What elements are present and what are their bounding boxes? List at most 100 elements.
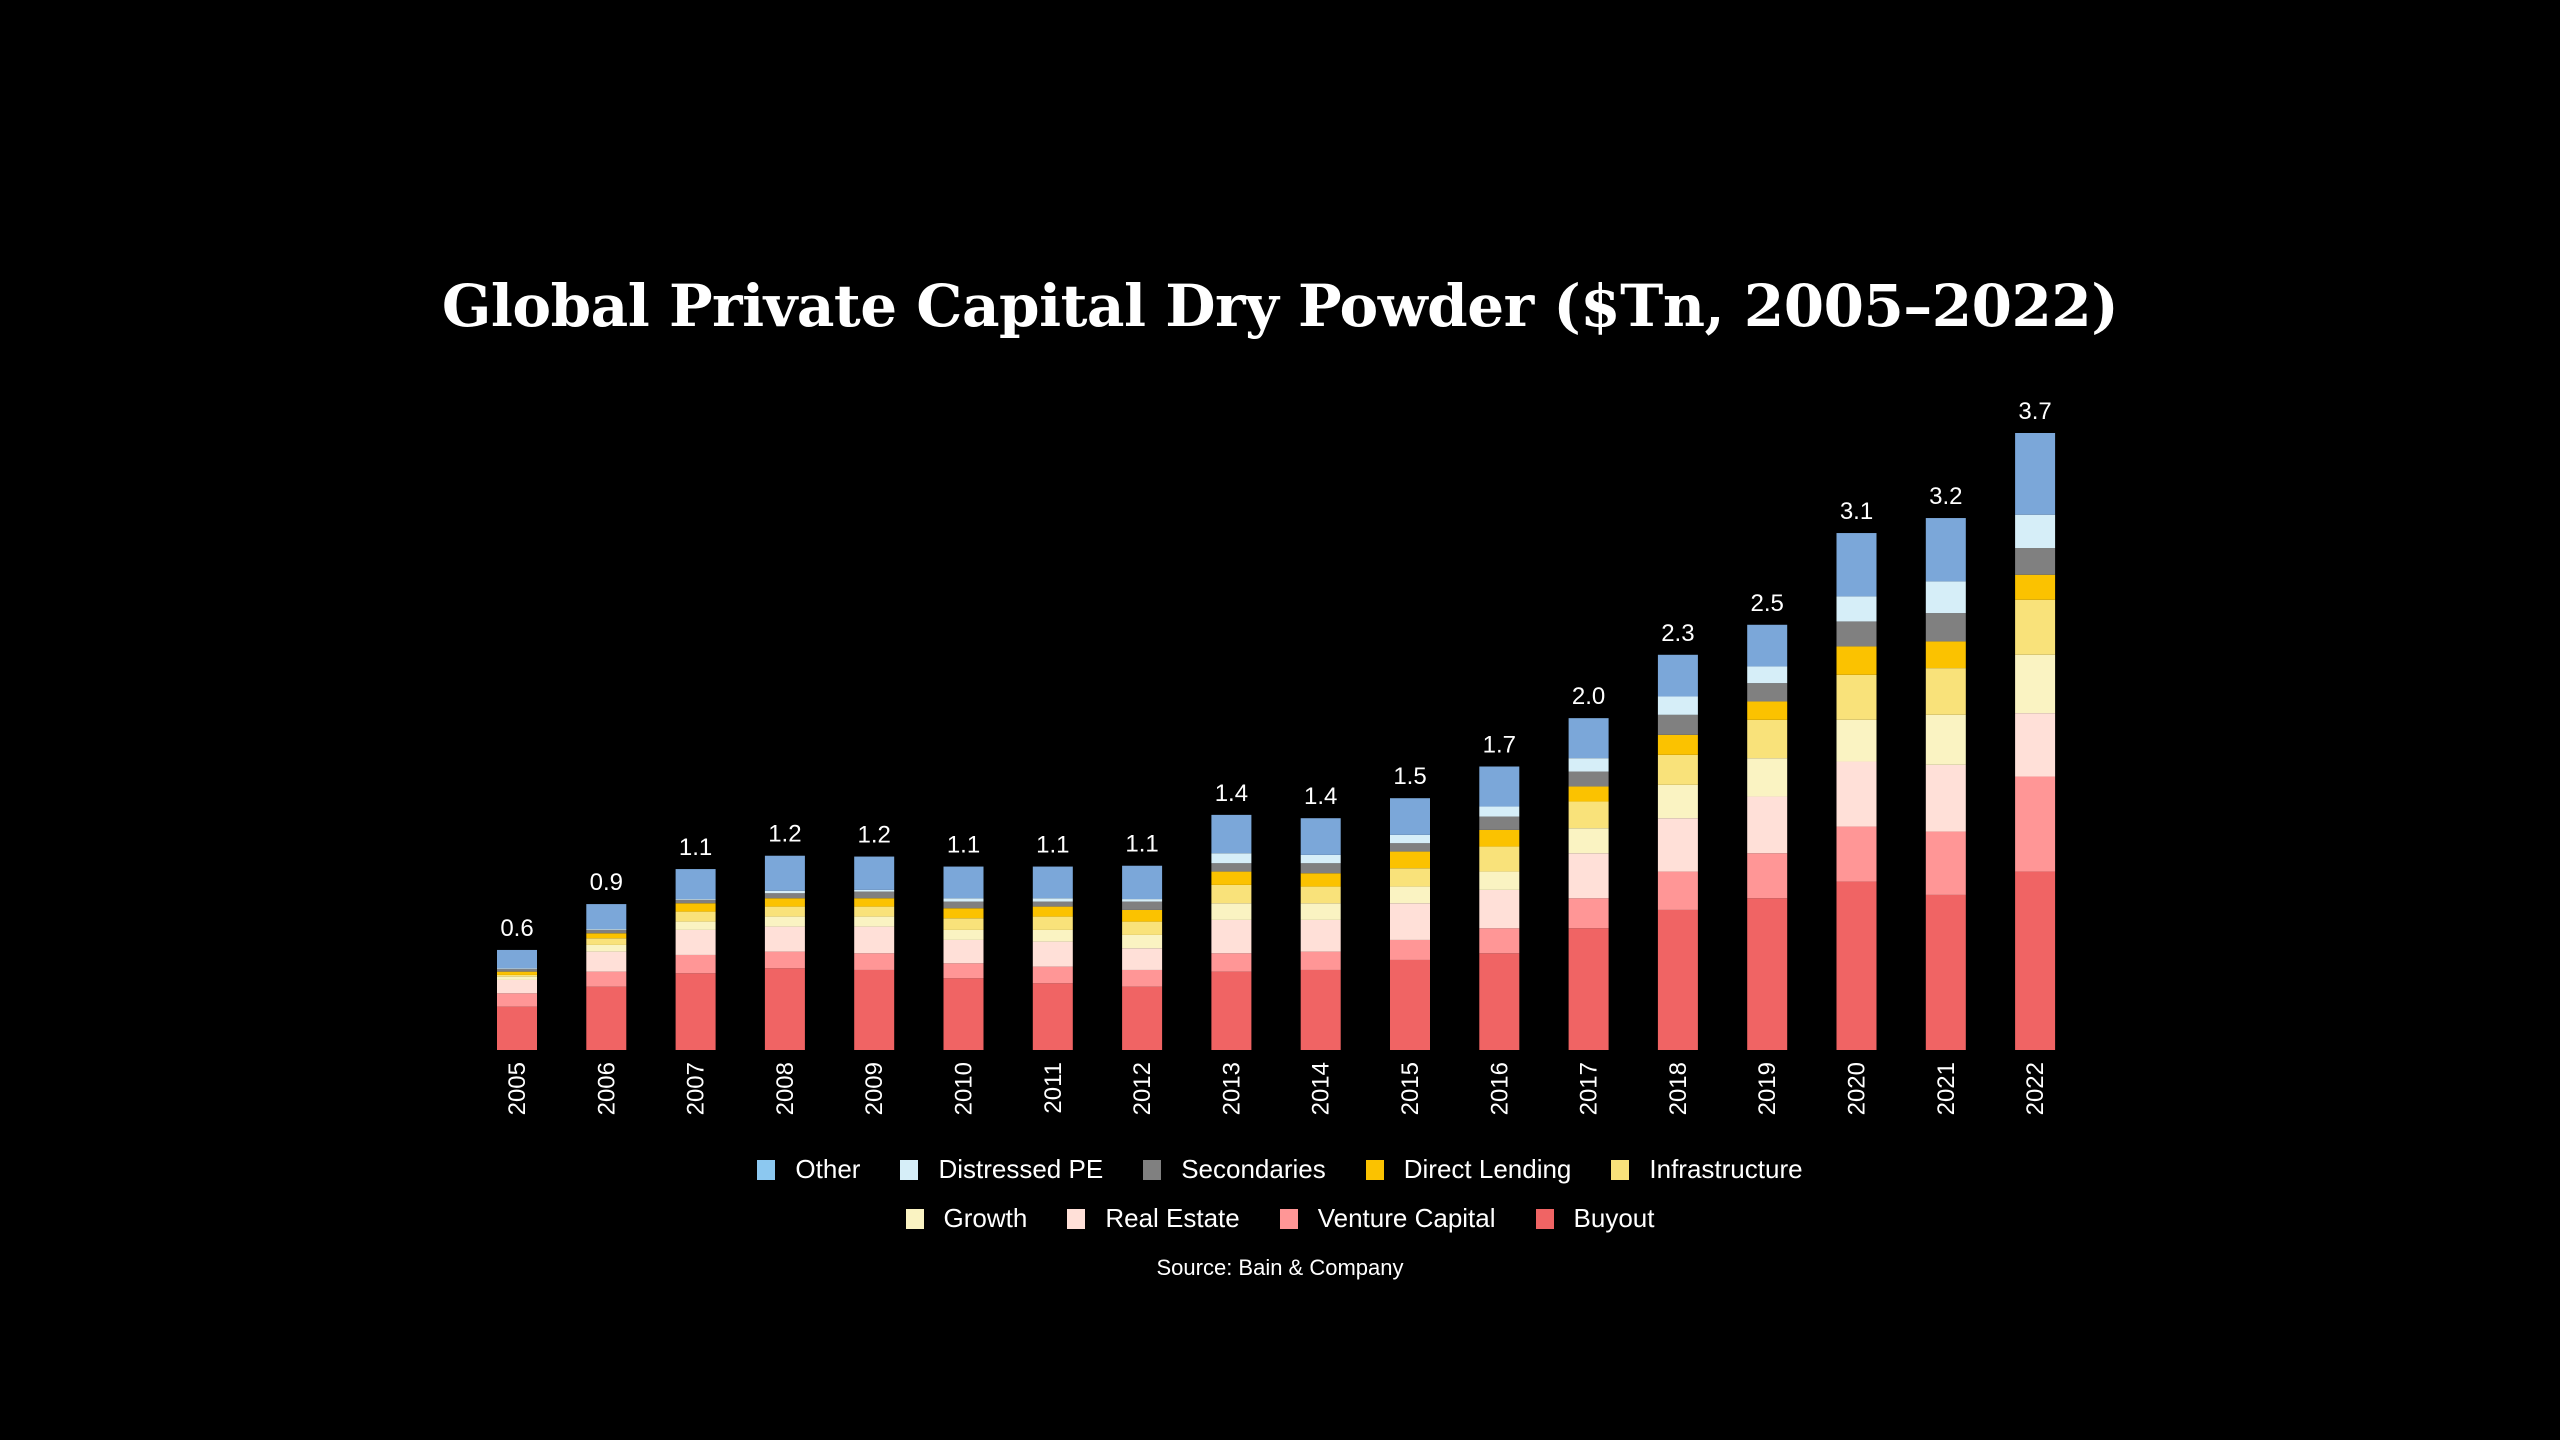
bar-segment-other — [764, 855, 805, 891]
bar-segment-growth — [1925, 714, 1966, 765]
bar-segment-buyout — [675, 973, 716, 1050]
bar-segment-venture-capital — [675, 954, 716, 974]
bar-segment-growth — [854, 916, 895, 927]
bar-segment-infrastructure — [1747, 719, 1788, 759]
bar-segment-distressed-pe — [1390, 834, 1430, 844]
total-label: 2.5 — [1751, 590, 1784, 617]
bar-segment-direct-lending — [1032, 906, 1073, 917]
bar-segment-direct-lending — [1836, 646, 1877, 675]
total-label: 3.1 — [1840, 498, 1873, 525]
bar-segment-real-estate — [1925, 764, 1966, 832]
total-label: 1.4 — [1304, 783, 1337, 810]
x-tick-label: 2017 — [1576, 1062, 1603, 1115]
bar-segment-secondaries — [1211, 863, 1252, 872]
bar-segment-growth — [675, 921, 716, 930]
legend-item-real-estate: Real Estate — [1067, 1203, 1240, 1234]
bar-segment-venture-capital — [1657, 871, 1698, 910]
bar-segment-venture-capital — [764, 951, 805, 969]
bar-segment-secondaries — [1479, 816, 1520, 830]
bar-segment-real-estate — [497, 979, 537, 994]
bar-segment-infrastructure — [1657, 754, 1698, 785]
bar-segment-growth — [1836, 719, 1877, 762]
bar-segment-distressed-pe — [854, 889, 895, 892]
bar-segment-distressed-pe — [1925, 581, 1966, 614]
bar-segment-real-estate — [943, 939, 984, 964]
x-tick-label: 2018 — [1665, 1062, 1692, 1115]
bar-segment-buyout — [1032, 983, 1073, 1050]
bar-segment-secondaries — [854, 891, 895, 899]
bar-segment-real-estate — [1836, 761, 1877, 827]
bar-segment-other — [1479, 766, 1520, 807]
total-label: 2.0 — [1572, 683, 1605, 710]
bar-segment-venture-capital — [586, 971, 627, 987]
legend-swatch — [900, 1159, 919, 1180]
bar-segment-growth — [2015, 654, 2056, 714]
bar-segment-venture-capital — [854, 953, 895, 970]
bar-segment-direct-lending — [1657, 734, 1698, 755]
bar-segment-distressed-pe — [943, 898, 984, 902]
bar-segment-direct-lending — [2015, 574, 2056, 600]
legend-swatch — [1365, 1159, 1384, 1180]
bar-segment-direct-lending — [1479, 829, 1520, 847]
bar-segment-distressed-pe — [1836, 596, 1877, 622]
bar-segment-secondaries — [675, 899, 716, 904]
total-label: 3.7 — [2018, 398, 2051, 425]
bar-segment-buyout — [1390, 959, 1430, 1050]
bar-segment-buyout — [854, 969, 895, 1050]
bar-segment-buyout — [764, 968, 805, 1050]
legend-swatch — [1067, 1208, 1086, 1229]
chart-title: Global Private Capital Dry Powder ($Tn, … — [441, 272, 2119, 340]
bar-segment-infrastructure — [1300, 886, 1341, 904]
legend-label: Real Estate — [1105, 1203, 1240, 1233]
bar-segment-other — [675, 869, 716, 900]
total-label: 1.5 — [1393, 763, 1426, 790]
bar-segment-direct-lending — [675, 903, 716, 912]
bar-segment-growth — [764, 916, 805, 927]
x-tick-label: 2014 — [1308, 1062, 1335, 1115]
x-tick-label: 2016 — [1486, 1062, 1513, 1115]
bar-segment-buyout — [1657, 909, 1698, 1050]
bar-segment-buyout — [1925, 894, 1966, 1050]
total-label: 0.6 — [500, 915, 533, 942]
bar-segment-buyout — [1479, 953, 1520, 1050]
bar-segment-distressed-pe — [1300, 854, 1341, 864]
legend-row-2: Growth Real Estate Venture Capital Buyout — [0, 1203, 2560, 1234]
bar-segment-buyout — [586, 986, 627, 1050]
bar-segment-direct-lending — [1925, 641, 1966, 669]
bar-segment-infrastructure — [497, 974, 537, 977]
legend-item-direct-lending: Direct Lending — [1365, 1154, 1571, 1185]
bar-segment-other — [2015, 433, 2056, 515]
bar-segment-distressed-pe — [1479, 806, 1520, 817]
bar-segment-direct-lending — [854, 898, 895, 907]
bar-segment-direct-lending — [943, 908, 984, 919]
x-tick-label: 2013 — [1218, 1062, 1245, 1115]
bar-segment-other — [1300, 818, 1341, 855]
legend-item-growth: Growth — [905, 1203, 1027, 1234]
bar-segment-buyout — [1836, 881, 1877, 1050]
bar-segment-other — [1211, 814, 1252, 854]
bar-segment-infrastructure — [1122, 921, 1163, 935]
bar-segment-distressed-pe — [586, 929, 627, 930]
bar-segment-infrastructure — [1568, 801, 1609, 829]
bar-segment-direct-lending — [1390, 851, 1430, 869]
bar-segment-secondaries — [2015, 548, 2056, 575]
total-label: 1.2 — [858, 822, 891, 849]
bar-segment-buyout — [1747, 898, 1788, 1050]
bar-segment-infrastructure — [1479, 846, 1520, 872]
bar-segment-infrastructure — [1836, 674, 1877, 720]
x-tick-label: 2012 — [1129, 1062, 1156, 1115]
bar-segment-venture-capital — [1479, 928, 1520, 954]
bar-segment-real-estate — [1032, 941, 1073, 967]
legend-item-buyout: Buyout — [1535, 1203, 1654, 1234]
bar-segment-growth — [497, 976, 537, 980]
legend-item-infrastructure: Infrastructure — [1611, 1154, 1803, 1185]
bar-segment-growth — [1479, 871, 1520, 890]
legend-item-venture-capital: Venture Capital — [1279, 1203, 1496, 1234]
total-label: 1.4 — [1215, 780, 1248, 807]
bar-segment-infrastructure — [2015, 599, 2056, 655]
x-tick-label: 2005 — [504, 1062, 531, 1115]
bar-segment-secondaries — [586, 929, 627, 934]
bar-segment-distressed-pe — [675, 899, 716, 900]
bar-segment-growth — [1568, 828, 1609, 854]
bar-segment-venture-capital — [1211, 953, 1252, 972]
